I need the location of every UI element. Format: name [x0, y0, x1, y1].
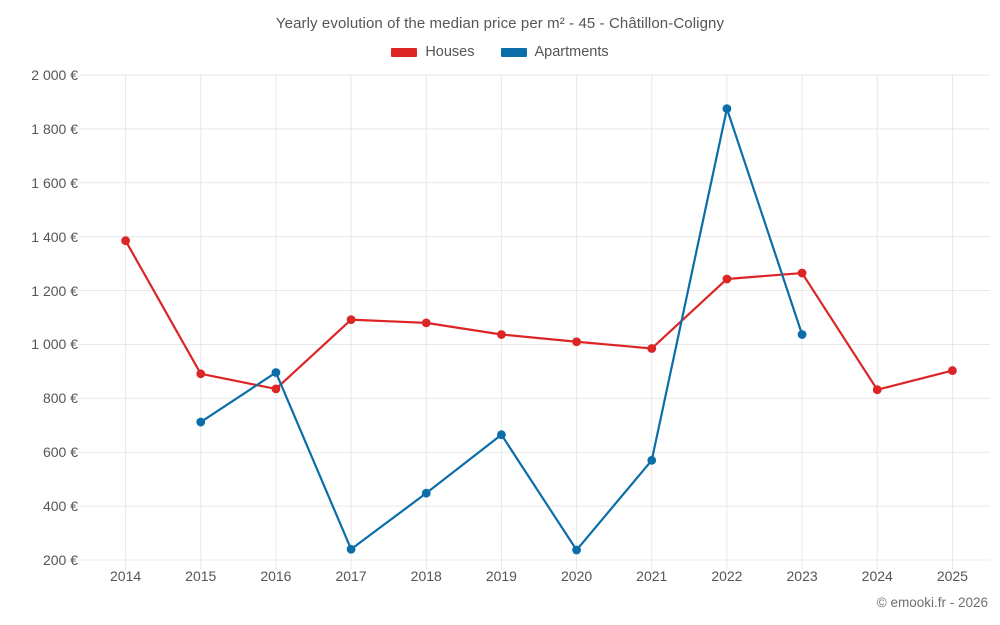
credit-label: © emooki.fr - 2026: [876, 595, 988, 610]
x-tick-label: 2014: [110, 568, 142, 584]
data-point-houses[interactable]: [271, 384, 281, 394]
x-tick-label: 2020: [561, 568, 593, 584]
x-tick-label: 2017: [335, 568, 367, 584]
y-tick-label: 1 600 €: [31, 174, 78, 191]
data-point-houses[interactable]: [872, 385, 882, 395]
data-point-houses[interactable]: [346, 315, 356, 325]
data-point-houses[interactable]: [121, 236, 130, 246]
data-point-apartments[interactable]: [271, 368, 281, 377]
data-point-houses[interactable]: [948, 366, 957, 375]
data-point-houses[interactable]: [572, 337, 581, 347]
data-point-apartments[interactable]: [722, 104, 732, 114]
grid-lines: [78, 74, 990, 570]
x-tick-label: 2024: [861, 568, 893, 584]
data-point-houses[interactable]: [647, 344, 657, 353]
data-point-apartments[interactable]: [572, 545, 581, 555]
y-axis: 200 € 400 € 600 € 800 € 1 000 € 1 200 € 1 400 …: [0, 0, 78, 625]
y-tick-label: 600 €: [42, 444, 78, 461]
legend-swatch-houses: [391, 47, 418, 57]
data-point-apartments[interactable]: [346, 544, 356, 554]
chart-title: Yearly evolution of the median price per…: [275, 15, 725, 32]
y-tick-label: 200 €: [42, 552, 78, 568]
x-tick-label: 2023: [786, 568, 818, 584]
legend-label-apartments: Apartments: [534, 44, 609, 60]
data-point-houses[interactable]: [421, 318, 431, 328]
data-point-apartments[interactable]: [647, 455, 657, 465]
y-tick-label: 1 400 €: [31, 228, 78, 245]
data-point-apartments[interactable]: [797, 330, 807, 339]
chart-legend: Houses Apartments: [0, 44, 1000, 60]
legend-item-houses[interactable]: Houses: [391, 44, 475, 60]
legend-swatch-apartments: [500, 47, 527, 57]
data-point-apartments[interactable]: [497, 430, 506, 440]
y-tick-label: 1 800 €: [31, 120, 78, 137]
legend-item-apartments[interactable]: Apartments: [500, 44, 609, 60]
data-point-houses[interactable]: [497, 330, 506, 339]
series-markers: [121, 104, 957, 555]
y-tick-label: 2 000 €: [31, 67, 78, 83]
x-tick-label: 2019: [485, 568, 517, 584]
x-tick-label: 2021: [636, 568, 668, 584]
x-tick-label: 2015: [185, 568, 217, 584]
y-tick-label: 1 000 €: [31, 336, 78, 353]
data-point-houses[interactable]: [196, 369, 206, 379]
y-tick-label: 1 200 €: [31, 282, 78, 299]
x-tick-label: 2018: [410, 568, 442, 584]
legend-label-houses: Houses: [425, 44, 475, 60]
series-line-houses: [124, 239, 954, 391]
y-tick-label: 400 €: [42, 498, 78, 515]
data-point-apartments[interactable]: [196, 417, 206, 427]
data-point-houses[interactable]: [722, 274, 732, 284]
x-tick-label: 2022: [711, 568, 743, 584]
x-tick-label: 2025: [936, 568, 968, 584]
data-point-apartments[interactable]: [421, 488, 431, 498]
x-tick-label: 2016: [260, 568, 292, 584]
y-tick-label: 800 €: [42, 390, 78, 407]
data-point-houses[interactable]: [797, 268, 807, 278]
